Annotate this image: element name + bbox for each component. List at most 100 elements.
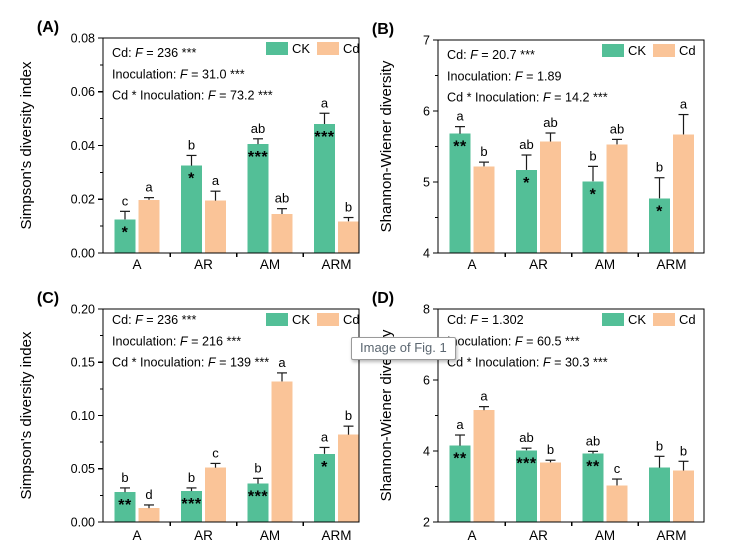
bar-AM-Cd: [271, 214, 293, 253]
bar-ARM-Cd: [673, 470, 694, 522]
bar-ARM-CK: [314, 453, 335, 522]
legend-swatch-cd: [653, 44, 675, 57]
bar-ARM-CK: [314, 124, 335, 253]
significance-letter: b: [656, 438, 663, 453]
significance-letter: a: [480, 389, 488, 404]
x-category-label: ARM: [657, 528, 687, 543]
bar-ARM-Cd: [338, 221, 359, 253]
significance-letter: b: [254, 460, 261, 475]
panel-c-simpsons-index: b ** b *** b *** a * d c a b 0.00 0.05 0.10 0.15 0.20 A AR…: [0, 279, 371, 558]
legend-label-ck: CK: [628, 43, 646, 58]
significance-letter: ab: [275, 191, 289, 206]
y-tick-label: 0.15: [71, 356, 95, 370]
panel-label: (A): [37, 19, 59, 36]
y-tick-label: 6: [423, 104, 430, 118]
legend-swatch-cd: [317, 42, 339, 55]
significance-letter: b: [188, 137, 195, 152]
significance-letter: ab: [610, 121, 624, 136]
legend-label-cd: Cd: [679, 312, 696, 327]
y-axis-title: Simpson's diversity index: [18, 331, 35, 499]
significance-letter: b: [188, 470, 195, 485]
significance-letter: b: [121, 470, 128, 485]
y-tick-label: 8: [423, 302, 430, 316]
significance-letter: c: [122, 193, 129, 208]
significance-stars: ***: [181, 496, 201, 513]
x-category-label: AM: [260, 528, 280, 543]
significance-stars: *: [523, 175, 530, 192]
legend-label-ck: CK: [292, 41, 310, 56]
y-axis-title: Shannon-Wiener diversity: [378, 329, 395, 501]
legend-label-ck: CK: [628, 312, 646, 327]
bar-AR-CK: [181, 165, 202, 253]
significance-stars: *: [321, 459, 328, 476]
image-alt-tooltip-text: Image of Fig. 1: [360, 340, 447, 355]
significance-letter: c: [614, 461, 621, 476]
bar-A-Cd: [138, 199, 160, 253]
significance-letter: ab: [519, 430, 533, 445]
bar-AM-Cd: [606, 144, 628, 253]
x-category-label: AR: [529, 257, 548, 272]
bar-ARM-Cd: [338, 434, 359, 522]
y-tick-label: 4: [423, 246, 430, 260]
significance-letter: b: [589, 148, 596, 163]
stats-line: Cd: F = 236 ***: [112, 46, 196, 60]
significance-letter: b: [345, 200, 352, 215]
stats-line: Inoculation: F = 1.89: [447, 69, 562, 83]
x-category-label: AR: [194, 257, 213, 272]
x-category-label: A: [132, 257, 141, 272]
significance-stars: ***: [516, 455, 536, 472]
x-category-label: AM: [595, 528, 615, 543]
legend-swatch-ck: [602, 44, 624, 57]
stats-line: Cd * Inoculation: F = 73.2 ***: [112, 89, 273, 103]
y-tick-label: 5: [423, 175, 430, 189]
significance-stars: **: [118, 497, 132, 514]
bar-A-Cd: [473, 166, 495, 253]
bar-AM-CK: [247, 483, 269, 522]
legend-label-cd: Cd: [343, 312, 360, 327]
bar-AR-Cd: [205, 467, 226, 522]
bar-ARM-CK: [649, 467, 670, 522]
significance-stars: **: [586, 458, 600, 475]
y-tick-label: 0.08: [71, 31, 95, 45]
y-tick-label: 0.00: [71, 515, 95, 529]
legend-swatch-ck: [266, 313, 288, 326]
significance-letter: a: [145, 180, 153, 195]
significance-letter: a: [212, 173, 220, 188]
bar-A-CK: [449, 133, 471, 253]
y-tick-label: 0.20: [71, 302, 95, 316]
bar-AR-Cd: [205, 200, 226, 253]
significance-letter: a: [456, 417, 464, 432]
bar-AM-Cd: [606, 485, 628, 522]
panel-label: (C): [37, 290, 59, 307]
legend-label-cd: Cd: [343, 41, 360, 56]
chart-svg-c: b ** b *** b *** a * d c a b 0.00 0.05 0.10 0.15 0.20 A AR…: [18, 290, 360, 543]
bar-ARM-CK: [649, 198, 670, 253]
y-tick-label: 0.10: [71, 409, 95, 423]
significance-stars: *: [590, 186, 597, 203]
significance-letter: ab: [586, 433, 600, 448]
stats-line: Cd: F = 20.7 ***: [447, 48, 535, 62]
stats-line: Cd * Inoculation: F = 14.2 ***: [447, 91, 608, 105]
x-category-label: A: [467, 257, 476, 272]
y-tick-label: 0.00: [71, 246, 95, 260]
y-axis-title: Simpson's diversity index: [18, 61, 35, 229]
bar-A-Cd: [473, 410, 495, 522]
significance-stars: *: [122, 224, 129, 241]
significance-letter: a: [680, 97, 688, 112]
bar-AR-CK: [516, 169, 537, 253]
significance-letter: b: [680, 443, 687, 458]
x-category-label: A: [467, 528, 476, 543]
legend-swatch-cd: [317, 313, 339, 326]
bar-AR-Cd: [540, 462, 561, 522]
legend-swatch-cd: [653, 313, 675, 326]
bar-AR-Cd: [540, 141, 561, 253]
significance-letter: ab: [519, 137, 533, 152]
y-tick-label: 4: [423, 444, 430, 458]
significance-letter: d: [145, 487, 152, 502]
significance-letter: b: [345, 408, 352, 423]
image-alt-tooltip: Image of Fig. 1: [351, 337, 456, 360]
significance-letter: a: [321, 95, 329, 110]
panel-b-shannon-wiener: a ** ab * b * b * b ab ab a 4 5 6 7 A AR AM ARM (B) Shannon-W…: [372, 0, 743, 279]
